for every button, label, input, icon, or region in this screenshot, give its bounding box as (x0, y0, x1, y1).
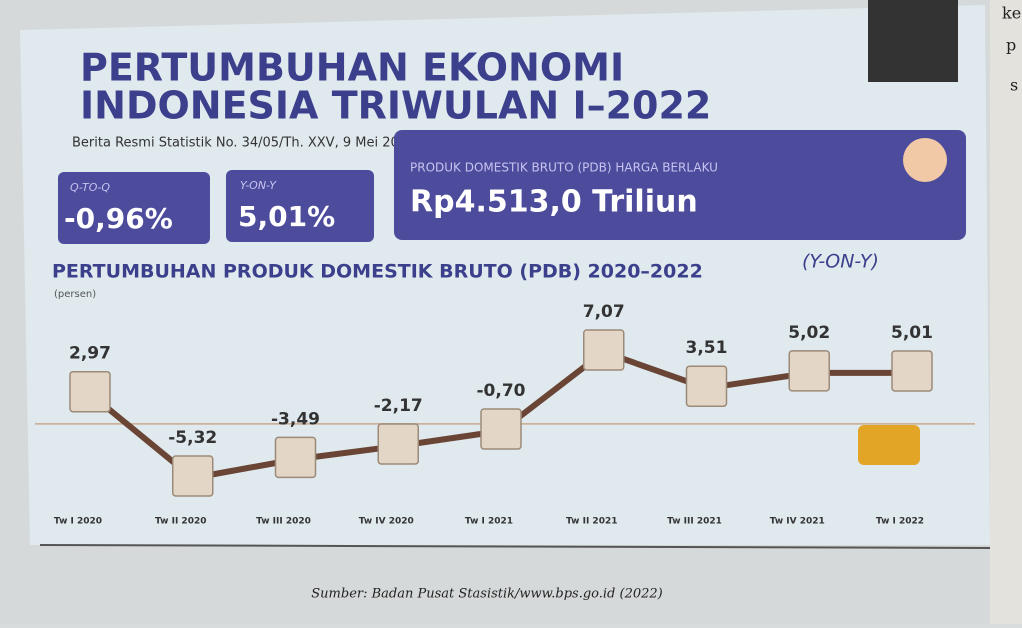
value-label: 5,02 (788, 323, 830, 343)
x-tick-label: Tw I 2020 (54, 517, 102, 527)
value-label: -3,49 (271, 409, 320, 429)
value-label: 5,01 (891, 323, 933, 343)
value-label: 2,97 (69, 344, 111, 364)
box-marker (788, 350, 830, 392)
box-marker (274, 436, 317, 479)
box-marker (891, 350, 933, 392)
x-tick-label: Tw II 2020 (155, 517, 206, 527)
card-label: Q-TO-Q (70, 181, 110, 194)
person-icon (903, 138, 947, 182)
card (226, 170, 374, 242)
box-marker (480, 408, 522, 450)
chart-title-suffix: (Y-ON-Y) (802, 251, 879, 273)
forklift-icon (858, 425, 920, 465)
card-value: 5,01% (238, 200, 335, 233)
box-marker (583, 329, 625, 371)
box-marker (69, 370, 111, 413)
x-tick-label: Tw I 2022 (876, 517, 924, 527)
title-line1: PERTUMBUHAN EKONOMI (80, 46, 624, 90)
subtitle: Berita Resmi Statistik No. 34/05/Th. XXV… (72, 136, 415, 151)
value-label: 3,51 (686, 338, 728, 358)
source: Sumber: Badan Pusat Stasistik/www.bps.go… (311, 587, 662, 602)
qr-code (868, 0, 958, 82)
side-text: ke (1002, 4, 1021, 23)
card-label: PRODUK DOMESTIK BRUTO (PDB) HARGA BERLAK… (410, 161, 718, 175)
side-text: s (1010, 76, 1018, 95)
next-page (990, 0, 1022, 624)
card (58, 172, 210, 244)
footer-rule (39, 544, 991, 549)
box-marker (172, 455, 214, 497)
value-label: -0,70 (477, 381, 526, 401)
card-value: Rp4.513,0 Triliun (410, 185, 698, 220)
side-text: p (1006, 36, 1016, 55)
card-value: -0,96% (64, 202, 173, 235)
chart-title: PERTUMBUHAN PRODUK DOMESTIK BRUTO (PDB) … (52, 261, 703, 283)
x-tick-label: Tw IV 2021 (770, 517, 825, 527)
y-label: (persen) (54, 289, 96, 300)
x-tick-label: Tw III 2021 (667, 517, 722, 527)
x-tick-label: Tw I 2021 (465, 517, 513, 527)
card (394, 130, 966, 240)
value-label: -2,17 (374, 396, 423, 416)
box-marker (377, 423, 419, 465)
x-tick-label: Tw II 2021 (566, 517, 617, 527)
title-line2: INDONESIA TRIWULAN I–2022 (80, 84, 711, 128)
value-label: -5,32 (168, 428, 217, 448)
card-label: Y-ON-Y (240, 179, 277, 192)
box-marker (685, 365, 728, 407)
x-tick-label: Tw IV 2020 (359, 517, 414, 527)
x-tick-label: Tw III 2020 (256, 517, 311, 527)
value-label: 7,07 (583, 302, 625, 322)
